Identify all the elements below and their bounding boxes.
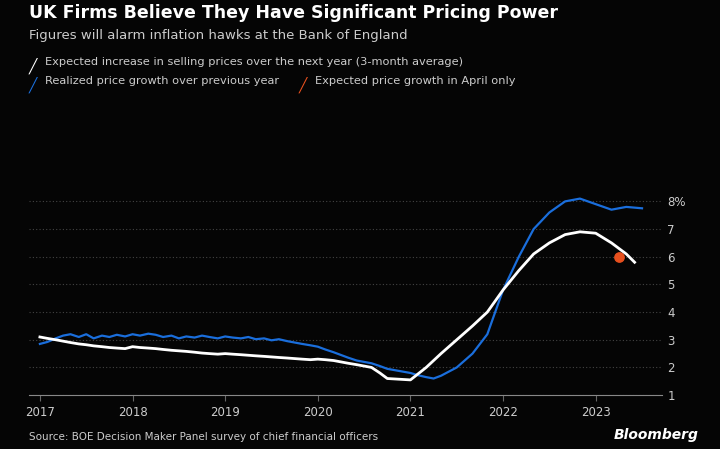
- Text: UK Firms Believe They Have Significant Pricing Power: UK Firms Believe They Have Significant P…: [29, 4, 558, 22]
- Text: Expected price growth in April only: Expected price growth in April only: [315, 76, 515, 86]
- Text: ╱: ╱: [29, 76, 37, 92]
- Text: Source: BOE Decision Maker Panel survey of chief financial officers: Source: BOE Decision Maker Panel survey …: [29, 432, 378, 442]
- Text: Realized price growth over previous year: Realized price growth over previous year: [45, 76, 279, 86]
- Text: ╱: ╱: [29, 57, 37, 74]
- Point: [613, 253, 625, 260]
- Text: Bloomberg: Bloomberg: [613, 428, 698, 442]
- Text: ╱: ╱: [299, 76, 307, 92]
- Text: Expected increase in selling prices over the next year (3-month average): Expected increase in selling prices over…: [45, 57, 463, 67]
- Text: Figures will alarm inflation hawks at the Bank of England: Figures will alarm inflation hawks at th…: [29, 29, 408, 42]
